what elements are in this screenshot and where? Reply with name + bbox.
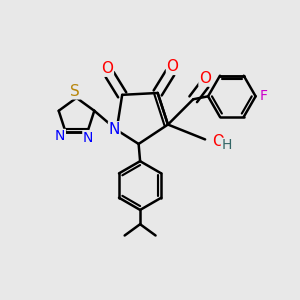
Text: O: O (167, 59, 178, 74)
Text: N: N (83, 131, 93, 145)
Text: S: S (70, 84, 80, 99)
Text: N: N (109, 122, 120, 137)
Text: O: O (199, 71, 211, 86)
Text: N: N (55, 130, 65, 143)
Text: H: H (221, 138, 232, 152)
Text: O: O (101, 61, 113, 76)
Text: O: O (212, 134, 224, 149)
Text: F: F (260, 89, 268, 103)
